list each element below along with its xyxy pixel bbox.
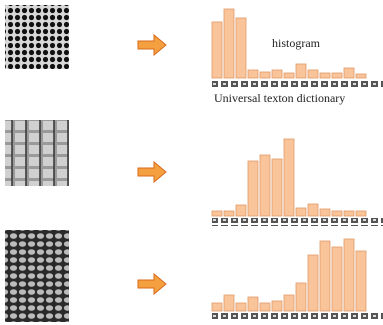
histogram-bar (224, 9, 234, 78)
texture-image (5, 120, 69, 186)
histogram-bar (308, 255, 318, 311)
histogram-bar (212, 211, 222, 216)
histogram-bar (296, 208, 306, 216)
histogram-bar (272, 301, 282, 311)
histogram-bar (224, 295, 234, 311)
arrow (138, 162, 166, 182)
histogram-bar (308, 70, 318, 78)
histogram-bar (260, 155, 270, 216)
histogram-bar (296, 64, 306, 78)
texture-image (5, 5, 69, 69)
histogram-bar (344, 68, 354, 78)
histogram-bar (236, 18, 246, 78)
histogram-bar (356, 211, 366, 216)
histogram-bar (332, 247, 342, 311)
histogram-bar (320, 73, 330, 78)
histogram-bar (356, 251, 366, 311)
histogram-bar (320, 209, 330, 216)
figure: histogram Universal texton dictionary (0, 0, 383, 325)
histogram-bar (332, 211, 342, 216)
histogram-bar (308, 204, 318, 216)
texton-icons (212, 313, 383, 321)
histogram-bar (284, 139, 294, 216)
histogram-bar (236, 303, 246, 311)
histogram-bar (284, 73, 294, 78)
texton-icons (212, 218, 383, 226)
histogram-bar (212, 22, 222, 78)
texton-icons (212, 80, 383, 88)
histogram-bar (344, 211, 354, 216)
histogram-bar (272, 70, 282, 78)
histogram-bar (272, 159, 282, 216)
arrow (138, 35, 166, 55)
histogram-bar (320, 241, 330, 311)
histogram-bar (248, 297, 258, 311)
dictionary-label: Universal texton dictionary (214, 91, 345, 105)
texture-image (5, 230, 69, 322)
arrow (138, 274, 166, 294)
arrows (138, 35, 166, 294)
histogram-bar (260, 72, 270, 78)
histogram-bar (296, 283, 306, 311)
histogram-bar (236, 205, 246, 216)
histogram-bar (248, 70, 258, 78)
histogram-bar (356, 74, 366, 78)
histogram-bar (260, 303, 270, 311)
histogram-bar (284, 295, 294, 311)
histogram-bar (224, 211, 234, 216)
histogram-bar (212, 303, 222, 311)
histogram-bar (248, 161, 258, 216)
histogram-bar (332, 73, 342, 78)
histogram-bar (344, 239, 354, 311)
histogram-label: histogram (272, 36, 321, 50)
